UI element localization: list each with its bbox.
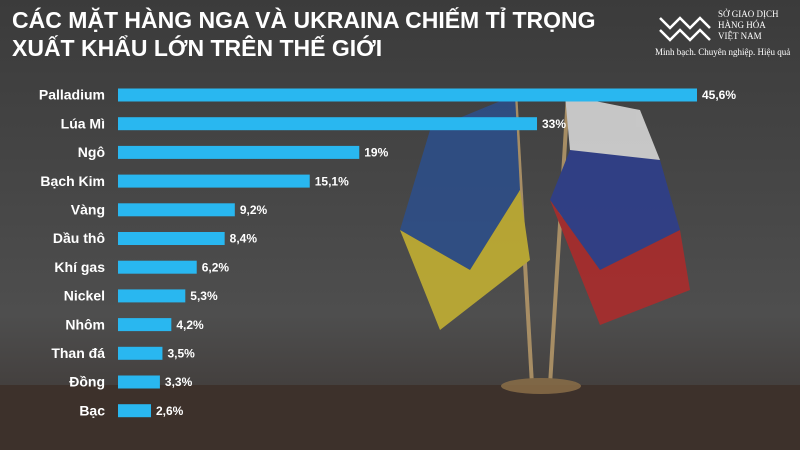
bar [118,375,160,389]
category-label: Khí gas [54,259,105,275]
value-label: 8,4% [230,232,258,246]
value-label: 3,3% [165,375,193,389]
chart-title: XUẤT KHẨU LỚN TRÊN THẾ GIỚI [12,34,382,61]
bar [118,318,172,332]
value-label: 2,6% [156,404,184,418]
category-label: Dầu thô [53,230,105,246]
value-label: 5,3% [190,289,218,303]
table [0,385,800,450]
category-label: Bạch Kim [40,173,105,189]
category-label: Đồng [69,374,105,390]
logo: SỞ GIAO DỊCH HÀNG HÓA VIỆT NAM Minh bạch… [655,9,790,57]
value-label: 45,6% [702,88,736,102]
bar [118,346,163,360]
bar [118,404,152,418]
flags [400,89,690,394]
category-label: Than đá [51,345,105,361]
bar [118,203,235,217]
bar [118,174,310,188]
category-label: Ngô [78,144,105,160]
logo-text: VIỆT NAM [718,31,762,41]
logo-text: SỞ GIAO DỊCH [718,9,779,19]
value-label: 9,2% [240,203,268,217]
value-label: 3,5% [167,346,195,360]
category-label: Palladium [39,87,105,103]
value-label: 6,2% [202,260,230,274]
chart-title: CÁC MẶT HÀNG NGA VÀ UKRAINA CHIẾM TỈ TRỌ… [12,5,596,33]
bar [118,145,360,159]
bar [118,117,538,131]
value-label: 33% [542,117,566,131]
logo-tagline: Minh bạch. Chuyên nghiệp. Hiệu quả [655,47,790,57]
bar [118,88,697,102]
value-label: 19% [364,146,388,160]
category-label: Nhôm [65,316,105,332]
category-label: Bạc [79,402,105,418]
bar [118,232,225,245]
logo-text: HÀNG HÓA [718,20,766,30]
value-label: 4,2% [176,318,204,332]
category-label: Vàng [71,202,105,218]
bar [118,289,186,303]
category-label: Nickel [64,288,105,304]
bar [118,260,197,274]
category-label: Lúa Mì [61,115,105,131]
value-label: 15,1% [315,174,349,188]
